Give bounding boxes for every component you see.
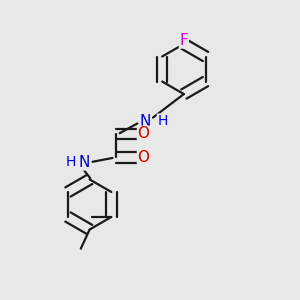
Text: N: N <box>78 155 89 170</box>
Text: H: H <box>65 155 76 170</box>
Text: O: O <box>137 150 149 165</box>
Text: H: H <box>158 114 168 128</box>
Text: N: N <box>140 114 151 129</box>
Text: F: F <box>179 33 188 48</box>
Text: O: O <box>137 126 149 141</box>
